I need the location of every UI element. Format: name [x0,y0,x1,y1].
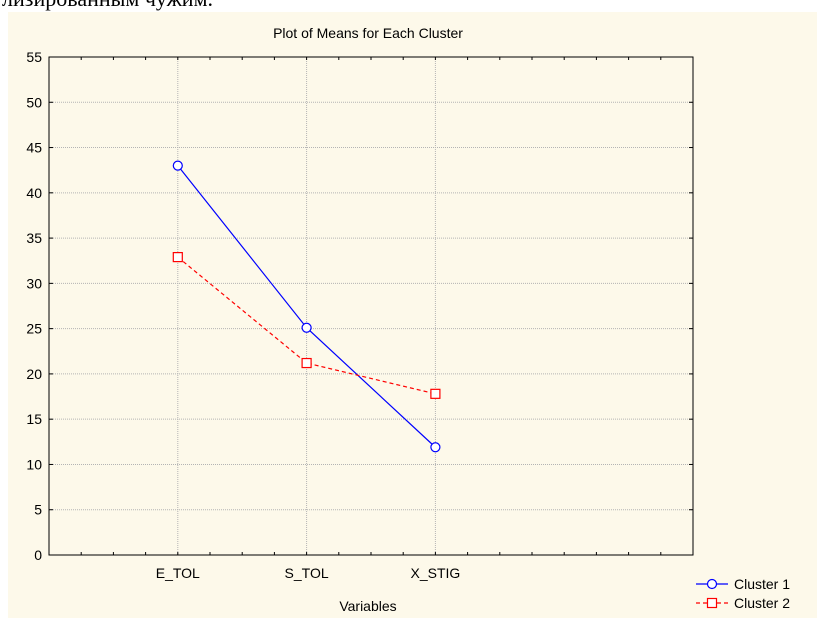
legend-label: Cluster 2 [734,595,790,611]
y-tick-label: 40 [26,185,42,201]
y-tick-label: 15 [26,411,42,427]
legend-marker-circle [706,578,718,590]
chart-title: Plot of Means for Each Cluster [273,25,463,41]
x-axis-label: Variables [339,598,396,614]
y-tick-label: 20 [26,366,42,382]
y-tick-label: 25 [26,321,42,337]
data-point-square [430,388,441,399]
y-tick-label: 10 [26,456,42,472]
cropped-caption-text: лизированным чужим. [2,0,213,12]
grid [49,57,693,555]
data-point-square [301,357,312,369]
data-point-square [172,252,183,263]
y-tick-label: 45 [26,140,42,156]
y-tick-label: 5 [34,502,42,518]
ticks: 0 5 10 15 20 25 30 35 40 45 50 55 E_TOL S_TOL X_STIG [26,49,693,581]
x-tick-label: E_TOL [156,565,200,581]
x-tick-label: S_TOL [285,565,329,581]
data-point-circle [172,160,183,171]
data-point-circle [301,322,312,333]
legend-marker-square [706,597,718,609]
y-tick-label: 50 [26,94,42,110]
plot-frame [48,56,694,556]
chart-svg: 0 5 10 15 20 25 30 35 40 45 50 55 E_TOL S_TOL X_STIG P… [26,25,790,614]
data-point-circle [430,442,441,453]
series-line-2 [177,256,436,395]
y-tick-label: 0 [34,547,42,563]
x-tick-label: X_STIG [411,565,461,581]
legend: Cluster 1 Cluster 2 [696,576,790,611]
legend-label: Cluster 1 [734,576,790,592]
series [172,160,441,453]
y-tick-label: 55 [26,49,42,65]
y-tick-label: 30 [26,275,42,291]
y-tick-label: 35 [26,230,42,246]
chart-figure: 0 5 10 15 20 25 30 35 40 45 50 55 E_TOL S_TOL X_STIG P… [8,12,817,618]
